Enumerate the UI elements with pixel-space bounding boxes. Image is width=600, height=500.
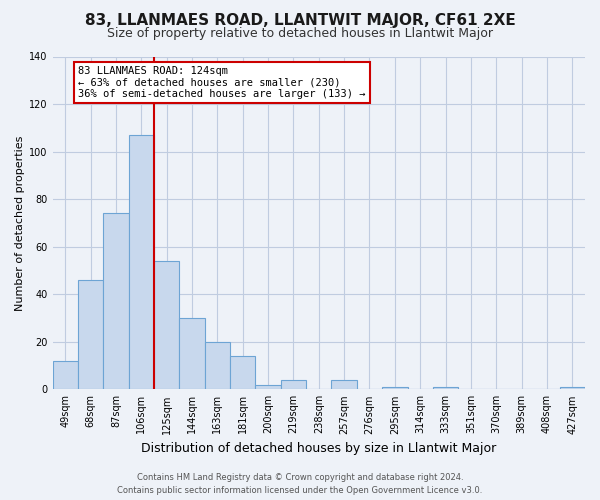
Bar <box>433 387 458 390</box>
Bar <box>256 384 281 390</box>
Bar <box>179 318 205 390</box>
Bar <box>230 356 256 390</box>
Bar <box>382 387 407 390</box>
Bar <box>53 361 78 390</box>
Bar <box>205 342 230 390</box>
X-axis label: Distribution of detached houses by size in Llantwit Major: Distribution of detached houses by size … <box>141 442 496 455</box>
Bar <box>154 261 179 390</box>
Text: 83, LLANMAES ROAD, LLANTWIT MAJOR, CF61 2XE: 83, LLANMAES ROAD, LLANTWIT MAJOR, CF61 … <box>85 12 515 28</box>
Bar <box>281 380 306 390</box>
Bar <box>560 387 585 390</box>
Bar <box>331 380 357 390</box>
Bar <box>103 214 128 390</box>
Bar <box>128 135 154 390</box>
Bar <box>78 280 103 390</box>
Y-axis label: Number of detached properties: Number of detached properties <box>15 135 25 310</box>
Text: Size of property relative to detached houses in Llantwit Major: Size of property relative to detached ho… <box>107 28 493 40</box>
Text: 83 LLANMAES ROAD: 124sqm
← 63% of detached houses are smaller (230)
36% of semi-: 83 LLANMAES ROAD: 124sqm ← 63% of detach… <box>78 66 365 99</box>
Text: Contains HM Land Registry data © Crown copyright and database right 2024.
Contai: Contains HM Land Registry data © Crown c… <box>118 474 482 495</box>
